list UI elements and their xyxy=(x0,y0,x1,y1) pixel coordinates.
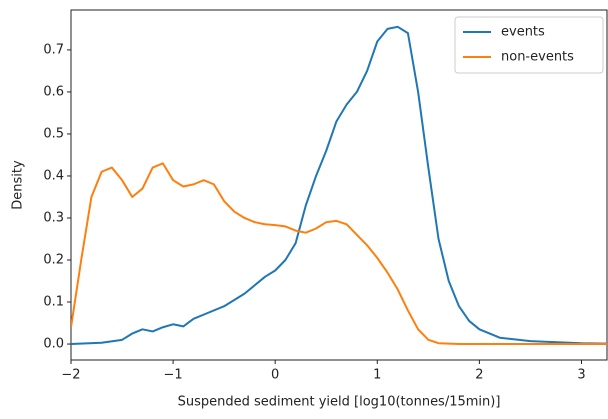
y-tick-label: 0.7 xyxy=(43,42,64,57)
lines xyxy=(71,25,607,346)
y-tick-label: 0.1 xyxy=(43,295,64,310)
x-tick-label: 2 xyxy=(475,368,483,383)
legend-box xyxy=(454,16,604,74)
x-axis-label: Suspended sediment yield [log10(tonnes/1… xyxy=(178,395,501,410)
y-tick-label: 0.3 xyxy=(43,210,64,225)
line-series xyxy=(71,162,607,346)
x-tick-label: −2 xyxy=(61,368,80,383)
x-tick-label: 1 xyxy=(373,368,381,383)
x-tick-label: 0 xyxy=(271,368,279,383)
y-tick-label: 0.0 xyxy=(43,337,64,352)
x-tick-label: 3 xyxy=(577,368,585,383)
y-tick-label: 0.2 xyxy=(43,253,64,268)
legend-label: events xyxy=(501,25,545,40)
plot-frame xyxy=(70,9,608,361)
legend-label: non-events xyxy=(501,50,574,65)
x-tick-label: −1 xyxy=(164,368,183,383)
y-tick-label: 0.5 xyxy=(43,126,64,141)
y-axis-label: Density xyxy=(11,160,26,210)
y-tick-label: 0.4 xyxy=(43,168,64,183)
line-series xyxy=(71,25,607,346)
y-tick-label: 0.6 xyxy=(43,84,64,99)
